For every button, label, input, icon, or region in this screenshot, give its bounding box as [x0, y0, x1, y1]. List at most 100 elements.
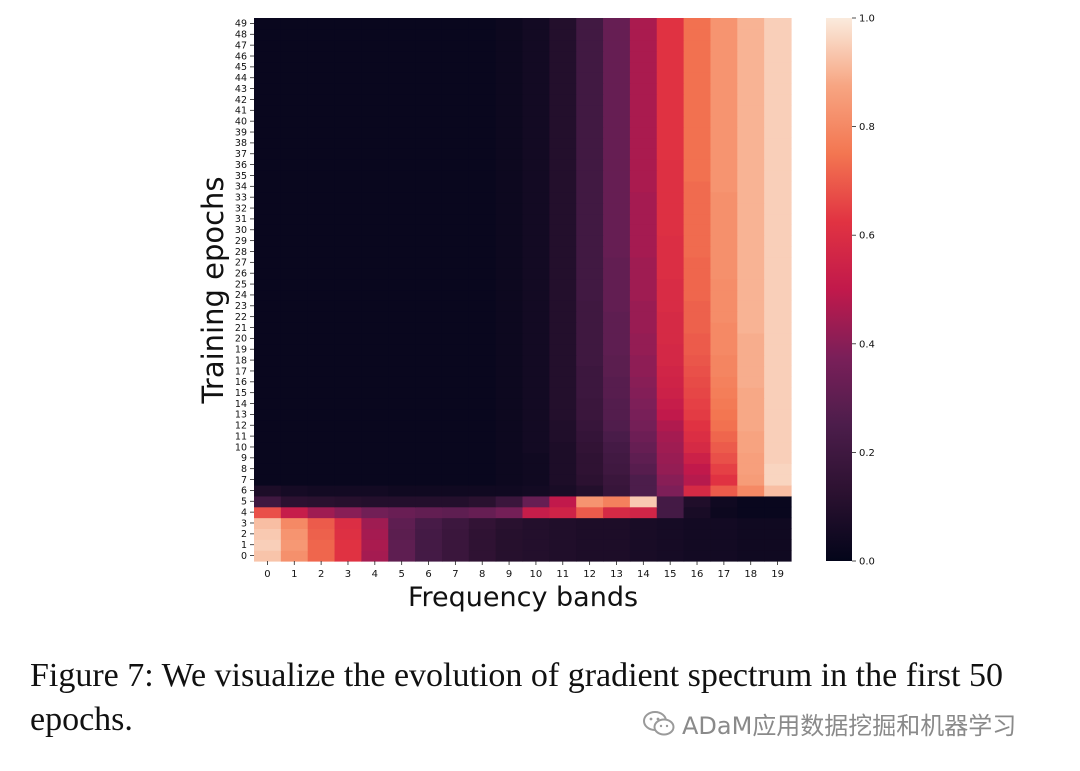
heatmap-cell	[683, 94, 712, 106]
heatmap-cell	[441, 506, 470, 519]
heatmap-cell	[522, 550, 550, 562]
heatmap-cell	[441, 72, 470, 84]
heatmap-cell	[656, 539, 685, 551]
heatmap-cell	[549, 170, 577, 182]
heatmap-cell	[576, 376, 604, 388]
heatmap-cell	[656, 517, 685, 530]
heatmap-cell	[388, 517, 416, 530]
heatmap-cell	[361, 126, 389, 139]
heatmap-cell	[388, 202, 416, 215]
heatmap-cell	[415, 539, 443, 551]
heatmap-cell	[737, 430, 765, 443]
heatmap-cell	[254, 94, 282, 106]
heatmap-cell	[334, 365, 362, 377]
heatmap-cell	[468, 398, 497, 410]
x-tick-label: 16	[691, 569, 704, 580]
heatmap-cell	[656, 256, 685, 269]
heatmap-cell	[710, 289, 738, 301]
y-tick-label: 22	[235, 312, 247, 323]
heatmap-cell	[441, 94, 470, 106]
heatmap-cell	[361, 528, 389, 540]
heatmap-cell	[495, 50, 524, 63]
heatmap-cell	[415, 213, 443, 225]
heatmap-cell	[415, 376, 443, 388]
heatmap-cell	[737, 126, 765, 139]
heatmap-cell	[495, 300, 524, 312]
heatmap-cell	[629, 474, 658, 486]
heatmap-cell	[441, 267, 470, 280]
heatmap-cell	[576, 528, 604, 540]
heatmap-cell	[710, 137, 738, 149]
heatmap-cell	[280, 387, 309, 399]
heatmap-cell	[254, 419, 282, 432]
heatmap-cell	[683, 159, 712, 171]
y-tick-label: 35	[235, 171, 247, 182]
heatmap-cell	[441, 148, 470, 160]
heatmap-cell	[280, 398, 309, 410]
heatmap-cell	[764, 463, 792, 475]
heatmap-cell	[549, 104, 577, 117]
heatmap-cell	[415, 398, 443, 410]
heatmap-cell	[307, 300, 336, 312]
heatmap-cell	[603, 387, 631, 399]
heatmap-cell	[361, 18, 389, 30]
heatmap-cell	[280, 484, 309, 497]
heatmap-cell	[307, 354, 336, 367]
heatmap-cell	[334, 94, 362, 106]
heatmap-cell	[280, 408, 309, 421]
heatmap-cell	[415, 289, 443, 301]
heatmap-cell	[441, 28, 470, 41]
heatmap-cell	[576, 256, 604, 269]
heatmap-cell	[334, 300, 362, 312]
heatmap-cell	[334, 484, 362, 497]
heatmap-cell	[361, 278, 389, 291]
heatmap-cell	[549, 376, 577, 388]
heatmap-cell	[683, 506, 712, 519]
heatmap-cell	[603, 28, 631, 41]
heatmap-cell	[388, 224, 416, 236]
heatmap-cell	[441, 191, 470, 204]
heatmap-cell	[495, 61, 524, 73]
heatmap-cell	[737, 539, 765, 551]
heatmap-cell	[737, 28, 765, 41]
heatmap-cell	[764, 137, 792, 149]
heatmap-cell	[441, 202, 470, 215]
heatmap-cell	[522, 495, 550, 508]
heatmap-cell	[629, 398, 658, 410]
heatmap-cell	[549, 137, 577, 149]
heatmap-cell	[468, 408, 497, 421]
heatmap-cell	[522, 224, 550, 236]
heatmap-cell	[495, 398, 524, 410]
heatmap-cell	[334, 506, 362, 519]
heatmap-cell	[441, 126, 470, 139]
heatmap-cell	[576, 506, 604, 519]
heatmap-cell	[307, 202, 336, 215]
heatmap-cell	[334, 18, 362, 30]
heatmap-cell	[683, 126, 712, 139]
heatmap-cell	[334, 202, 362, 215]
heatmap-cell	[656, 387, 685, 399]
heatmap-cell	[656, 376, 685, 388]
heatmap-cell	[603, 517, 631, 530]
heatmap-cell	[495, 343, 524, 356]
y-tick-label: 37	[235, 149, 247, 160]
heatmap-cell	[495, 517, 524, 530]
heatmap-cell	[764, 398, 792, 410]
heatmap-cell	[254, 170, 282, 182]
heatmap-cell	[361, 539, 389, 551]
heatmap-cell	[629, 115, 658, 128]
heatmap-cell	[415, 148, 443, 160]
heatmap-cell	[307, 398, 336, 410]
heatmap-cell	[656, 72, 685, 84]
heatmap-cell	[495, 430, 524, 443]
heatmap-cell	[603, 94, 631, 106]
heatmap-cell	[522, 343, 550, 356]
heatmap-cell	[710, 170, 738, 182]
heatmap-cell	[656, 267, 685, 280]
heatmap-cell	[254, 387, 282, 399]
heatmap-cell	[683, 408, 712, 421]
heatmap-cell	[764, 311, 792, 323]
heatmap-cell	[307, 452, 336, 464]
heatmap-cell	[415, 39, 443, 52]
heatmap-cell	[629, 365, 658, 377]
